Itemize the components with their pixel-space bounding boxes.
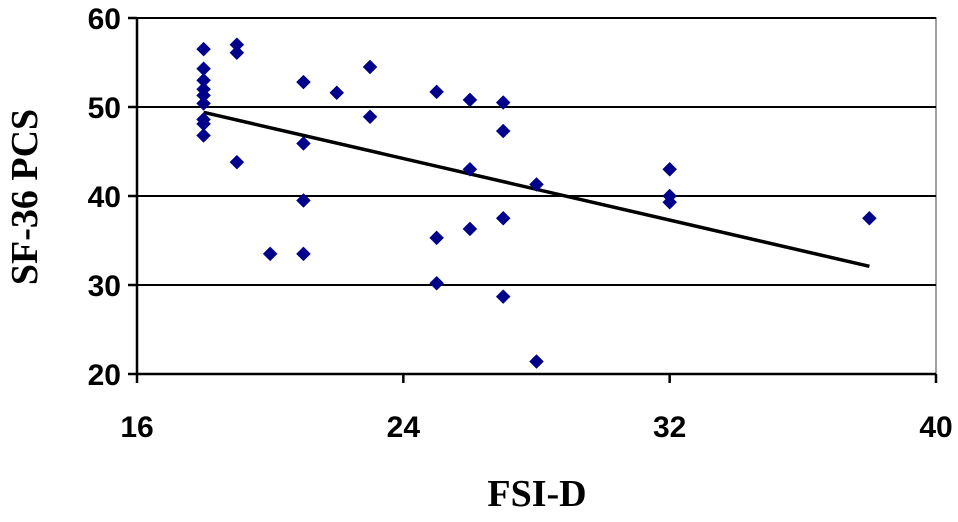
y-tick-label-30: 30 xyxy=(88,270,121,303)
axes xyxy=(128,16,938,383)
data-point xyxy=(296,193,311,208)
data-point xyxy=(662,194,678,210)
data-point xyxy=(229,154,245,170)
data-point xyxy=(262,246,278,262)
data-point xyxy=(196,41,211,57)
data-point xyxy=(229,45,245,61)
data-point xyxy=(462,161,478,177)
data-point xyxy=(196,96,211,111)
data-point xyxy=(362,109,378,125)
data-point xyxy=(529,177,544,192)
x-tick-labels: 16 24 32 40 xyxy=(120,411,952,444)
x-axis-title: FSI-D xyxy=(487,473,586,515)
x-tick-label-32: 32 xyxy=(653,411,686,444)
data-point xyxy=(329,85,345,101)
data-point xyxy=(296,246,311,262)
y-tick-labels: 20 30 40 50 60 xyxy=(88,3,121,392)
x-tick-label-40: 40 xyxy=(919,411,952,444)
data-point xyxy=(196,128,211,143)
x-tick-label-16: 16 xyxy=(120,411,153,444)
x-tick-label-24: 24 xyxy=(387,411,421,444)
data-point xyxy=(662,161,678,177)
data-point xyxy=(429,275,444,291)
data-point xyxy=(429,230,444,246)
data-point xyxy=(495,123,511,139)
data-point xyxy=(529,354,544,369)
y-axis-title: SF-36 PCS xyxy=(4,109,46,285)
y-tick-label-40: 40 xyxy=(88,181,121,214)
data-point xyxy=(462,221,478,237)
data-points xyxy=(196,37,877,369)
data-point xyxy=(362,59,378,75)
data-point xyxy=(296,136,311,151)
data-point xyxy=(495,95,511,110)
y-tick-label-20: 20 xyxy=(88,359,121,392)
data-point xyxy=(495,289,511,304)
y-tick-label-50: 50 xyxy=(88,92,121,125)
data-point xyxy=(296,74,311,90)
data-point xyxy=(862,210,877,226)
data-point xyxy=(495,210,511,226)
y-tick-label-60: 60 xyxy=(88,3,121,36)
data-point xyxy=(429,84,444,100)
gridlines xyxy=(137,17,936,286)
data-point xyxy=(462,92,478,108)
